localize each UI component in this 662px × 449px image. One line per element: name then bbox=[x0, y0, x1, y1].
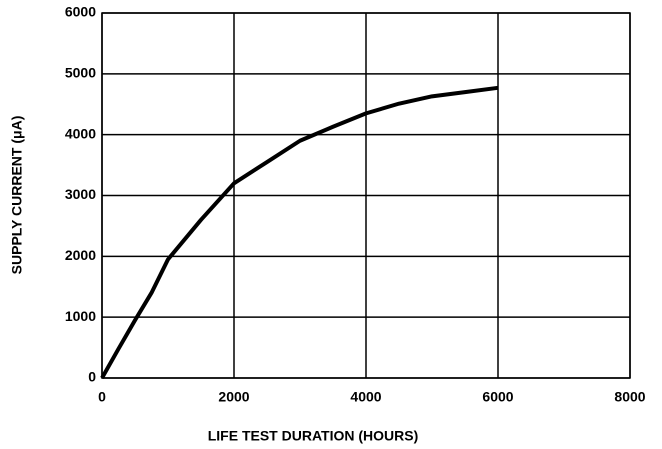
y-tick-label: 1000 bbox=[65, 308, 96, 324]
x-tick-label: 2000 bbox=[218, 389, 249, 405]
y-axis-label: SUPPLY CURRENT (μA) bbox=[9, 116, 25, 275]
x-axis-label: LIFE TEST DURATION (HOURS) bbox=[208, 428, 419, 444]
x-tick-label: 0 bbox=[98, 389, 106, 405]
y-tick-label: 3000 bbox=[65, 186, 96, 202]
x-tick-label: 6000 bbox=[482, 389, 513, 405]
y-tick-label: 0 bbox=[88, 369, 96, 385]
y-tick-label: 5000 bbox=[65, 65, 96, 81]
plot-frame bbox=[101, 12, 631, 379]
y-tick-label: 6000 bbox=[65, 4, 96, 20]
y-tick-label: 4000 bbox=[65, 125, 96, 141]
x-tick-label: 4000 bbox=[350, 389, 381, 405]
x-tick-label: 8000 bbox=[614, 389, 645, 405]
y-tick-label: 2000 bbox=[65, 247, 96, 263]
data-line bbox=[100, 85, 499, 379]
